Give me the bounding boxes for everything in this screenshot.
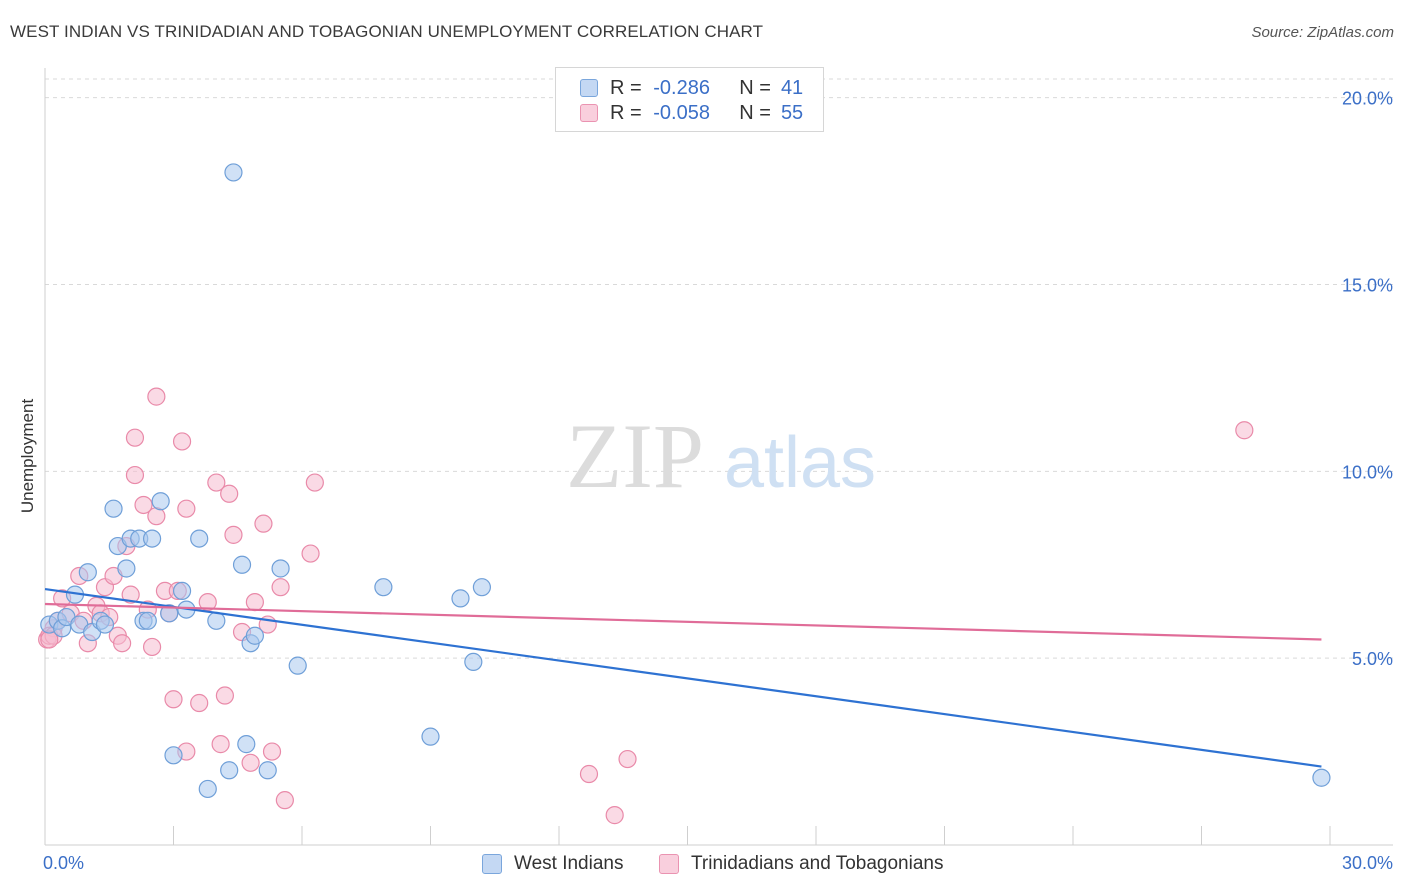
data-point [112, 634, 132, 653]
data-point [1235, 421, 1254, 440]
data-point [232, 555, 252, 574]
data-point [164, 690, 183, 709]
legend-n-value: 41 [780, 76, 804, 99]
data-point [245, 626, 264, 645]
legend-n-label: N = [739, 76, 771, 99]
data-point [125, 428, 145, 447]
data-point [224, 163, 243, 182]
data-point [374, 578, 393, 597]
bottom-legend-west-indians: West Indians [482, 852, 623, 876]
y-tick-label: 10.0% [1342, 462, 1393, 482]
bottom-legend-trinidadians: Trinidadians and Tobagonians [659, 852, 943, 876]
data-point [271, 578, 290, 597]
data-point [262, 742, 282, 761]
data-point [121, 585, 140, 604]
data-point [254, 514, 273, 533]
axes [44, 68, 1393, 846]
data-point [220, 484, 239, 503]
data-point [138, 611, 157, 630]
data-point [142, 637, 162, 657]
data-point [147, 507, 166, 526]
legend-n-value: 55 [780, 101, 804, 124]
data-point [172, 581, 192, 601]
data-point [301, 544, 320, 563]
data-point [78, 563, 97, 582]
data-point [618, 749, 637, 769]
data-point [472, 578, 491, 597]
chart-title: WEST INDIAN VS TRINIDADIAN AND TOBAGONIA… [10, 22, 764, 41]
bottom-legend-swatch-pink [659, 854, 679, 874]
data-point [190, 529, 209, 548]
bottom-legend-swatch-blue [482, 854, 502, 874]
data-point [125, 465, 145, 485]
data-point [117, 559, 136, 578]
trend-line [44, 587, 1322, 768]
source-credit: Source: ZipAtlas.com [1251, 24, 1394, 41]
data-point [211, 735, 230, 754]
trend-line [44, 602, 1322, 641]
data-point [164, 746, 183, 765]
y-axis-label: Unemployment [18, 398, 37, 514]
data-point [464, 652, 483, 672]
bottom-legend-label: West Indians [514, 853, 624, 874]
watermark: ZIP atlas [566, 405, 876, 507]
data-point [224, 525, 243, 544]
data-point [1312, 768, 1331, 787]
data-point [207, 611, 226, 630]
data-point [271, 559, 290, 578]
bottom-legend-label: Trinidadians and Tobagonians [691, 853, 944, 874]
y-tick-label: 5.0% [1352, 649, 1393, 669]
data-point [245, 593, 264, 612]
y-tick-label: 15.0% [1342, 276, 1393, 296]
data-point [95, 615, 115, 634]
data-point [275, 791, 294, 810]
x-tick-label-min: 0.0% [43, 853, 84, 873]
data-point [605, 806, 624, 825]
data-point [241, 753, 260, 772]
legend-row-trinidadians: R = -0.058 N = 55 [580, 101, 803, 125]
data-point [177, 499, 196, 518]
legend-r-value: -0.058 [653, 101, 710, 124]
data-point [190, 693, 209, 713]
data-point [134, 495, 153, 515]
legend-r-label: R = [610, 76, 642, 99]
correlation-legend: R = -0.286 N = 41 R = -0.058 N = 55 [555, 67, 824, 132]
data-point [258, 761, 277, 780]
data-point [215, 686, 234, 705]
trend-lines [44, 587, 1322, 768]
tick-labels: 5.0% 10.0% 15.0% 20.0% 0.0% 30.0% [43, 89, 1393, 873]
legend-row-west-indians: R = -0.286 N = 41 [580, 76, 803, 100]
legend-n-label: N = [739, 101, 771, 124]
data-point [160, 604, 179, 623]
legend-swatch-pink [580, 104, 598, 122]
legend-r-label: R = [610, 101, 642, 124]
watermark-atlas: atlas [724, 423, 876, 503]
data-point [104, 499, 123, 518]
legend-r-value: -0.286 [653, 76, 710, 99]
data-point [147, 387, 166, 406]
data-point [421, 727, 440, 746]
data-point [220, 761, 239, 780]
data-point [151, 492, 170, 511]
data-point [237, 735, 256, 754]
x-tick-label-max: 30.0% [1342, 853, 1393, 873]
watermark-zip: ZIP [566, 405, 704, 507]
legend-swatch-blue [580, 79, 598, 97]
data-point [172, 432, 192, 451]
series-west-indians-points [40, 163, 1331, 799]
y-tick-label: 20.0% [1342, 89, 1393, 109]
data-point [142, 529, 162, 548]
data-point [451, 589, 470, 608]
data-point [288, 656, 307, 675]
data-point [579, 764, 599, 784]
data-point [198, 779, 217, 799]
data-point [207, 473, 226, 492]
data-point [305, 473, 324, 492]
